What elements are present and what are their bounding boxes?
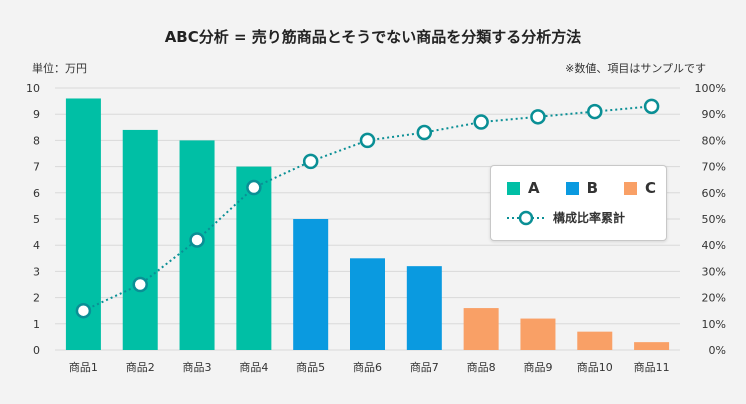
x-axis: 商品1 商品2 商品3 商品4 商品5 商品6 商品7 商品8 商品9 商品10 商品11: [69, 360, 670, 374]
cumulative-point-6: [359, 132, 376, 149]
cumulative-point-11: [643, 98, 660, 115]
y2-tick-label: 60%: [702, 187, 726, 200]
y2-tick-label: 10%: [702, 318, 726, 331]
y-tick-label: 3: [33, 265, 40, 278]
legend-class-row: A B C: [507, 179, 656, 197]
unit-label: 単位：万円: [32, 61, 87, 75]
cumulative-point-3: [189, 232, 205, 248]
x-tick-label: 商品9: [523, 360, 552, 374]
legend-swatch-c: [624, 181, 638, 195]
bar-5: [293, 219, 329, 350]
x-tick-label: 商品11: [634, 360, 670, 374]
chart-title: ABC分析 = 売り筋商品とそうでない商品を分類する分析方法: [165, 28, 582, 46]
y-tick-label: 1: [33, 318, 40, 331]
bar-11: [634, 342, 670, 350]
legend: A B C 構成比率累計: [490, 165, 667, 241]
cumulative-point-4: [246, 179, 262, 196]
legend-label-b: B: [586, 179, 599, 197]
cumulative-point-10: [587, 103, 603, 120]
y2-tick-label: 0%: [709, 344, 726, 357]
y-tick-label: 5: [33, 213, 40, 226]
cumulative-point-5: [302, 153, 319, 170]
y-tick-label: 9: [33, 108, 40, 121]
legend-swatch-b: [565, 181, 579, 195]
y-tick-label: 0: [33, 344, 40, 357]
legend-item-b: B: [565, 179, 599, 197]
x-tick-label: 商品5: [296, 360, 325, 374]
x-tick-label: 商品1: [69, 360, 98, 374]
legend-item-a: A: [507, 179, 540, 197]
cumulative-point-2: [132, 276, 148, 293]
cumulative-point-1: [75, 302, 92, 319]
y-tick-label: 7: [33, 161, 40, 174]
y2-tick-label: 50%: [702, 213, 726, 226]
x-tick-label: 商品10: [577, 360, 613, 374]
legend-label-cumulative: 構成比率累計: [553, 211, 626, 225]
x-tick-label: 商品2: [126, 360, 155, 374]
cumulative-point-9: [530, 109, 546, 125]
bar-6: [350, 258, 385, 350]
y2-tick-label: 90%: [702, 108, 726, 121]
bar-7: [406, 266, 442, 350]
legend-swatch-a: [507, 181, 520, 195]
x-tick-label: 商品3: [183, 360, 212, 374]
y-axis-right: 0% 10% 20% 30% 40% 50% 60% 70% 80% 90% 100%: [695, 82, 726, 357]
x-tick-label: 商品6: [353, 360, 382, 374]
legend-line-row: 構成比率累計: [505, 209, 625, 226]
y2-tick-label: 40%: [702, 239, 726, 252]
y2-tick-label: 20%: [702, 292, 726, 305]
legend-label-c: C: [645, 179, 657, 197]
cumulative-point-8: [473, 114, 489, 130]
y-tick-label: 2: [33, 292, 40, 305]
y2-tick-label: 30%: [702, 265, 726, 278]
legend-label-a: A: [528, 179, 540, 197]
y-tick-label: 8: [33, 134, 40, 147]
sample-note: ※数値、項目はサンプルです: [565, 62, 706, 75]
bar-8: [463, 308, 499, 350]
y2-tick-label: 70%: [702, 161, 726, 174]
cumulative-line: [75, 98, 660, 319]
cumulative-point-7: [416, 124, 433, 141]
y2-tick-label: 80%: [702, 134, 726, 147]
legend-line-marker-icon: [507, 210, 545, 225]
x-tick-label: 商品8: [467, 360, 496, 374]
bar-9: [520, 318, 556, 350]
legend-item-c: C: [624, 179, 656, 197]
x-tick-label: 商品7: [410, 360, 439, 374]
bar-2: [122, 129, 158, 350]
y-axis-left: 0 1 2 3 4 5 6 7 8 9 10: [26, 82, 40, 357]
y-tick-label: 10: [26, 82, 40, 95]
bar-10: [577, 331, 613, 350]
y-tick-label: 6: [33, 187, 40, 200]
y-tick-label: 4: [33, 239, 40, 252]
x-tick-label: 商品4: [239, 360, 268, 374]
y2-tick-label: 100%: [695, 82, 726, 95]
